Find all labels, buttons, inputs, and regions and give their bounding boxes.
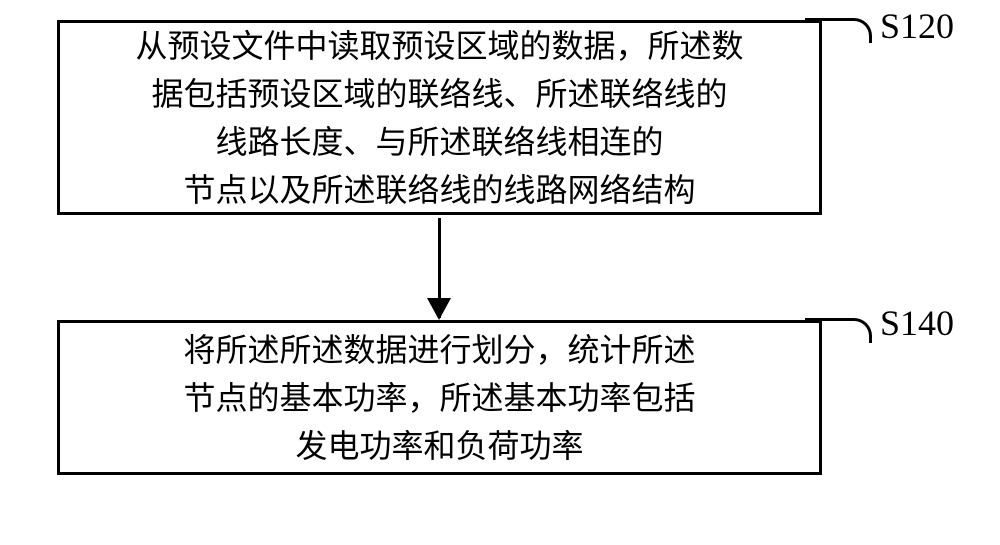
step-text-line: 发电功率和负荷功率 <box>295 428 583 464</box>
flowchart-arrow <box>438 218 441 318</box>
step-text: 从预设文件中读取预设区域的数据，所述数 据包括预设区域的联络线、所述联络线的 线… <box>135 22 743 214</box>
flowchart-step-box: 将所述所述数据进行划分，统计所述 节点的基本功率，所述基本功率包括 发电功率和负… <box>57 320 822 475</box>
step-text: 将所述所述数据进行划分，统计所述 节点的基本功率，所述基本功率包括 发电功率和负… <box>183 326 695 470</box>
step-text-line: 据包括预设区域的联络线、所述联络线的 <box>151 76 727 112</box>
step-text-line: 从预设文件中读取预设区域的数据，所述数 <box>135 28 743 64</box>
step-text-line: 线路长度、与所述联络线相连的 <box>215 124 663 160</box>
flowchart-container: 从预设文件中读取预设区域的数据，所述数 据包括预设区域的联络线、所述联络线的 线… <box>0 0 1000 545</box>
step-text-line: 节点的基本功率，所述基本功率包括 <box>183 380 695 416</box>
step-text-line: 将所述所述数据进行划分，统计所述 <box>183 332 695 368</box>
step-label: S120 <box>880 5 954 47</box>
label-leader-line <box>805 318 872 343</box>
step-label: S140 <box>880 302 954 344</box>
label-leader-line <box>805 18 872 43</box>
step-text-line: 节点以及所述联络线的线路网络结构 <box>183 172 695 208</box>
flowchart-step-box: 从预设文件中读取预设区域的数据，所述数 据包括预设区域的联络线、所述联络线的 线… <box>57 20 822 215</box>
